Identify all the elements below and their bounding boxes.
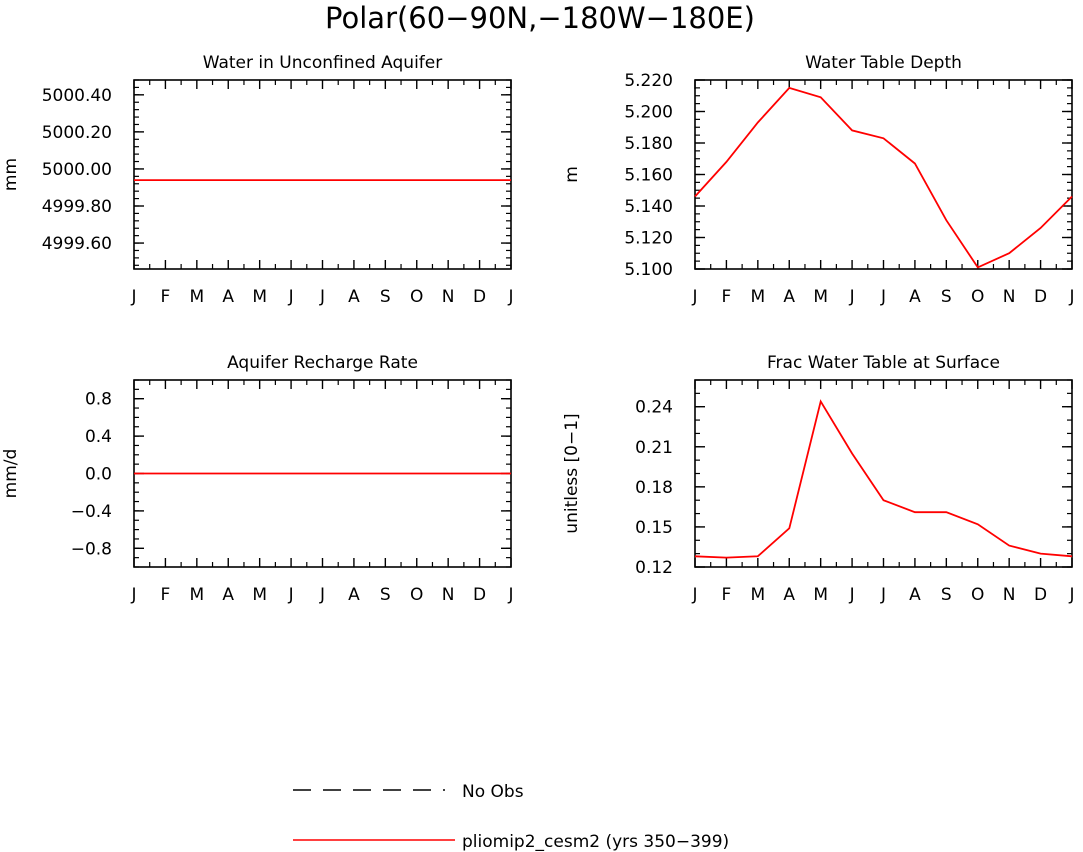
water-in-unconfined-aquifer-xtick-label: N [442, 287, 455, 307]
frac-water-table-at-surface-xtick-label: F [722, 585, 732, 605]
frac-water-table-at-surface-ytick-label: 0.15 [635, 518, 673, 538]
frac-water-table-at-surface-xtick-label: D [1034, 585, 1047, 605]
water-in-unconfined-aquifer-xtick-label: J [507, 287, 513, 307]
water-in-unconfined-aquifer-title: Water in Unconfined Aquifer [203, 53, 443, 73]
aquifer-recharge-rate-xtick-label: A [222, 585, 234, 605]
water-in-unconfined-aquifer-ytick-label: 4999.60 [42, 234, 112, 254]
frac-water-table-at-surface-plot-frame [694, 379, 1073, 568]
water-table-depth-ytick-label: 5.180 [624, 134, 673, 154]
frac-water-table-at-surface-xtick-label: M [813, 585, 828, 605]
aquifer-recharge-rate-xtick-label: A [348, 585, 360, 605]
aquifer-recharge-rate-xtick-label: J [130, 585, 136, 605]
water-table-depth-ytick-label: 5.220 [624, 71, 673, 91]
frac-water-table-at-surface-ytick-label: 0.24 [635, 398, 673, 418]
legend-label-model: pliomip2_cesm2 (yrs 350−399) [462, 832, 729, 852]
frac-water-table-at-surface-ytick-label: 0.21 [635, 438, 673, 458]
frac-water-table-at-surface-xtick-label: J [880, 585, 886, 605]
water-table-depth-xtick-label: D [1034, 287, 1047, 307]
aquifer-recharge-rate-xtick-label: M [189, 585, 204, 605]
water-in-unconfined-aquifer-xtick-label: O [410, 287, 423, 307]
water-in-unconfined-aquifer-plot-frame [133, 79, 512, 270]
water-in-unconfined-aquifer-ytick-label: 5000.20 [42, 123, 112, 143]
frac-water-table-at-surface-xtick-label: J [849, 585, 855, 605]
aquifer-recharge-rate-ytick-label: 0.8 [85, 390, 112, 410]
water-table-depth-xtick-label: A [783, 287, 795, 307]
water-table-depth-xtick-label: M [813, 287, 828, 307]
water-in-unconfined-aquifer-xtick-label: M [189, 287, 204, 307]
frac-water-table-at-surface-ytick-label: 0.12 [635, 558, 673, 578]
water-table-depth-ytick-label: 5.100 [624, 260, 673, 280]
water-in-unconfined-aquifer-xtick-label: J [288, 287, 294, 307]
water-table-depth-ytick-label: 5.120 [624, 229, 673, 249]
frac-water-table-at-surface-title: Frac Water Table at Surface [767, 353, 1000, 373]
aquifer-recharge-rate-xtick-label: M [252, 585, 267, 605]
water-in-unconfined-aquifer-ytick-label: 4999.80 [42, 197, 112, 217]
legend-label-no-obs: No Obs [462, 782, 524, 802]
frac-water-table-at-surface-xtick-label: N [1003, 585, 1016, 605]
frac-water-table-at-surface-xtick-label: M [750, 585, 765, 605]
water-in-unconfined-aquifer-ytick-label: 5000.40 [42, 86, 112, 106]
aquifer-recharge-rate-xtick-label: D [473, 585, 486, 605]
aquifer-recharge-rate-xtick-label: J [288, 585, 294, 605]
water-in-unconfined-aquifer-xtick-label: S [380, 287, 391, 307]
water-in-unconfined-aquifer-xtick-label: J [319, 287, 325, 307]
water-in-unconfined-aquifer-xtick-label: A [222, 287, 234, 307]
water-table-depth-ylabel: m [562, 166, 582, 183]
frac-water-table-at-surface-xtick-label: J [1068, 585, 1074, 605]
water-table-depth-ytick-label: 5.140 [624, 197, 673, 217]
panel-frac-water-table-at-surface: Frac Water Table at Surface unitless [0−1… [562, 353, 1075, 605]
aquifer-recharge-rate-ylabel: mm/d [1, 449, 21, 499]
aquifer-recharge-rate-xtick-label: J [319, 585, 325, 605]
aquifer-recharge-rate-ytick-label: −0.8 [71, 539, 112, 559]
frac-water-table-at-surface-xtick-label: O [971, 585, 984, 605]
water-in-unconfined-aquifer-ylabel: mm [1, 158, 21, 191]
water-in-unconfined-aquifer-xtick-label: F [161, 287, 171, 307]
frac-water-table-at-surface-ylabel: unitless [0−1] [562, 413, 582, 533]
water-table-depth-title: Water Table Depth [805, 53, 962, 73]
frac-water-table-at-surface-xtick-label: A [783, 585, 795, 605]
water-table-depth-xtick-label: J [1068, 287, 1074, 307]
water-table-depth-xtick-label: O [971, 287, 984, 307]
water-table-depth-xtick-label: J [880, 287, 886, 307]
frac-water-table-at-surface-xtick-label: J [691, 585, 697, 605]
aquifer-recharge-rate-title: Aquifer Recharge Rate [227, 353, 418, 373]
water-table-depth-xtick-label: F [722, 287, 732, 307]
aquifer-recharge-rate-xtick-label: O [410, 585, 423, 605]
water-table-depth-xtick-label: J [849, 287, 855, 307]
water-in-unconfined-aquifer-xtick-label: D [473, 287, 486, 307]
frac-water-table-at-surface-series-line [694, 399, 1073, 559]
frac-water-table-at-surface-ytick-label: 0.18 [635, 478, 673, 498]
water-table-depth-ytick-label: 5.160 [624, 166, 673, 186]
water-in-unconfined-aquifer-xtick-label: A [348, 287, 360, 307]
aquifer-recharge-rate-xtick-label: N [442, 585, 455, 605]
aquifer-recharge-rate-ytick-label: −0.4 [71, 502, 112, 522]
water-table-depth-xtick-label: M [750, 287, 765, 307]
water-in-unconfined-aquifer-xtick-label: M [252, 287, 267, 307]
water-table-depth-xtick-label: S [941, 287, 952, 307]
water-table-depth-series-line [694, 86, 1073, 269]
water-table-depth-xtick-label: A [909, 287, 921, 307]
water-in-unconfined-aquifer-xtick-label: J [130, 287, 136, 307]
aquifer-recharge-rate-xtick-label: J [507, 585, 513, 605]
aquifer-recharge-rate-xtick-label: F [161, 585, 171, 605]
aquifer-recharge-rate-xtick-label: S [380, 585, 391, 605]
frac-water-table-at-surface-xtick-label: A [909, 585, 921, 605]
frac-water-table-at-surface-xtick-label: S [941, 585, 952, 605]
water-table-depth-plot-frame [694, 79, 1073, 270]
aquifer-recharge-rate-ytick-label: 0.0 [85, 465, 112, 485]
water-table-depth-xtick-label: J [691, 287, 697, 307]
aquifer-recharge-rate-ytick-label: 0.4 [85, 427, 112, 447]
water-in-unconfined-aquifer-ytick-label: 5000.00 [42, 160, 112, 180]
figure-title: Polar(60−90N,−180W−180E) [325, 1, 755, 35]
legend: No Obs pliomip2_cesm2 (yrs 350−399) [293, 782, 729, 852]
water-table-depth-ytick-label: 5.200 [624, 103, 673, 123]
water-table-depth-xtick-label: N [1003, 287, 1016, 307]
